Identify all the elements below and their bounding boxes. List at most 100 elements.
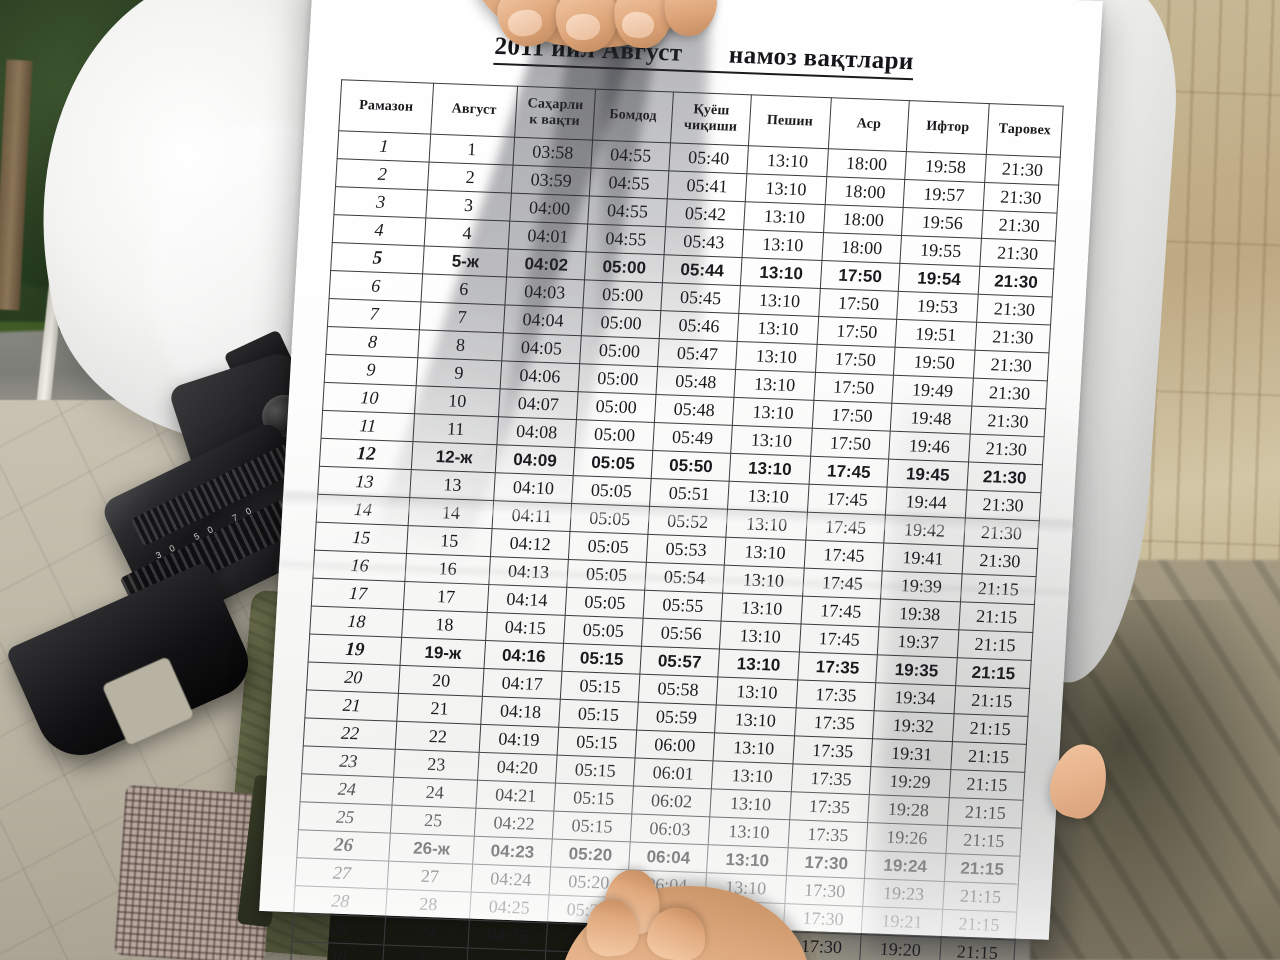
cell-avgust: 26-ж (388, 833, 475, 865)
cell-asr: 17:35 (797, 651, 878, 683)
column-header-asr: Аср (828, 97, 910, 152)
cell-bomdod: 05:05 (573, 447, 653, 479)
cell-sahar: 04:16 (483, 640, 564, 672)
cell-bomdod: 04:55 (590, 140, 671, 171)
cell-sahar: 04:21 (475, 780, 556, 812)
cell-quyosh: 06:01 (633, 758, 713, 789)
cell-tarovex: 21:15 (944, 853, 1020, 885)
cell-sahar: 04:07 (498, 388, 579, 420)
cell-avgust: 27 (387, 861, 473, 893)
cell-peshin: 13:10 (730, 425, 813, 457)
cell-asr: 17:30 (784, 875, 865, 907)
cell-peshin: 13:10 (743, 201, 826, 233)
cell-asr: 18:00 (823, 204, 904, 236)
cell-iftor: 19:56 (901, 207, 984, 239)
cell-tarovex: 21:15 (957, 629, 1033, 661)
cell-asr: 17:50 (812, 400, 892, 432)
cell-tarovex: 21:30 (979, 238, 1056, 270)
cell-bomdod: 05:00 (582, 279, 663, 311)
cell-ramazon: 4 (332, 214, 426, 246)
column-header-ramazon: Рамазон (338, 79, 434, 135)
cell-quyosh: 06:04 (628, 841, 709, 873)
cell-quyosh: 05:56 (641, 618, 722, 650)
cell-avgust: 24 (391, 777, 478, 809)
cell-peshin: 13:10 (714, 704, 797, 736)
cell-quyosh: 05:40 (668, 142, 749, 174)
cell-tarovex: 21:15 (950, 741, 1027, 773)
cell-bomdod: 05:00 (579, 335, 660, 367)
cell-sahar: 04:14 (487, 584, 567, 616)
column-header-quyosh: Қуёш чиқиши (670, 91, 752, 146)
cell-iftor: 19:45 (887, 459, 969, 491)
cell-tarovex: 21:30 (968, 434, 1045, 465)
cell-bomdod: 05:00 (584, 251, 665, 283)
cell-bomdod: 05:00 (576, 391, 657, 423)
cell-bomdod: 05:05 (565, 587, 645, 619)
fingernail (565, 13, 601, 41)
cell-sahar: 04:12 (490, 528, 570, 560)
cell-bomdod: 05:15 (557, 727, 637, 759)
cell-ramazon: 6 (329, 270, 423, 302)
cell-sahar: 04:25 (469, 892, 550, 923)
column-header-sahar: Саҳарли к вақти (514, 86, 596, 141)
cell-tarovex: 21:15 (954, 685, 1030, 717)
cell-peshin: 13:10 (712, 732, 795, 764)
cell-tarovex: 21:30 (966, 462, 1043, 493)
cell-ramazon: 26 (296, 829, 391, 862)
cell-sahar: 04:05 (501, 332, 582, 364)
cell-iftor: 19:29 (869, 766, 951, 798)
cell-peshin: 13:10 (708, 816, 790, 848)
cell-tarovex: 21:30 (973, 350, 1049, 381)
cell-asr: 17:50 (815, 344, 896, 376)
cell-sahar: 04:01 (508, 221, 588, 252)
cell-ramazon: 18 (309, 606, 404, 638)
cell-iftor: 19:31 (870, 738, 953, 770)
cell-quyosh: 05:50 (651, 450, 731, 482)
cell-tarovex: 21:15 (942, 881, 1019, 913)
cell-ramazon: 10 (322, 382, 417, 414)
cell-peshin: 13:10 (716, 676, 798, 708)
cell-bomdod: 05:00 (581, 307, 661, 339)
cell-avgust: 5-ж (422, 245, 509, 277)
cell-avgust: 30 (382, 944, 468, 960)
cell-iftor: 19:46 (888, 431, 971, 463)
cell-tarovex: 21:15 (947, 797, 1024, 829)
cell-tarovex: 21:30 (970, 406, 1046, 437)
cell-avgust: 9 (416, 357, 502, 389)
cell-ramazon: 19 (308, 634, 402, 666)
cell-quyosh: 05:41 (667, 170, 747, 202)
cell-peshin: 13:10 (724, 537, 806, 569)
cell-avgust: 7 (419, 301, 505, 333)
cell-sahar: 04:26 (467, 920, 548, 951)
cell-peshin: 13:10 (719, 621, 801, 652)
cell-quyosh: 05:48 (656, 366, 736, 398)
cell-ramazon: 27 (295, 857, 389, 890)
cell-asr: 17:45 (799, 624, 879, 655)
cell-avgust: 12-ж (411, 441, 497, 473)
cell-bomdod: 05:15 (560, 671, 640, 703)
cell-quyosh: 05:45 (660, 282, 741, 314)
column-header-peshin: Пешин (748, 94, 832, 149)
cell-avgust: 8 (417, 329, 504, 361)
cell-avgust: 4 (424, 217, 510, 250)
cell-avgust: 18 (401, 609, 488, 641)
cell-sahar: 04:17 (482, 668, 562, 700)
cell-iftor: 19:35 (875, 654, 958, 686)
cell-bomdod: 05:15 (553, 783, 634, 814)
cell-ramazon: 29 (291, 913, 386, 945)
cell-sahar: 03:58 (513, 137, 593, 169)
cell-iftor: 19:57 (903, 179, 985, 211)
cell-avgust: 15 (406, 525, 493, 557)
cell-sahar: 04:06 (500, 360, 580, 392)
cell-tarovex: 21:15 (955, 657, 1032, 689)
title-suffix: намоз вақтлари (728, 41, 915, 76)
cell-avgust: 28 (385, 889, 472, 921)
cell-iftor: 19:26 (866, 822, 948, 854)
cell-avgust: 1 (429, 134, 515, 166)
cell-sahar: 04:24 (471, 864, 551, 895)
column-header-bomdod: Бомдод (592, 89, 674, 143)
cell-asr: 17:35 (796, 679, 876, 711)
document-title: 2011 йил Август намоз вақтлари (309, 26, 1100, 83)
cell-quyosh: 06:03 (630, 813, 710, 845)
cell-quyosh: 05:49 (652, 422, 733, 454)
